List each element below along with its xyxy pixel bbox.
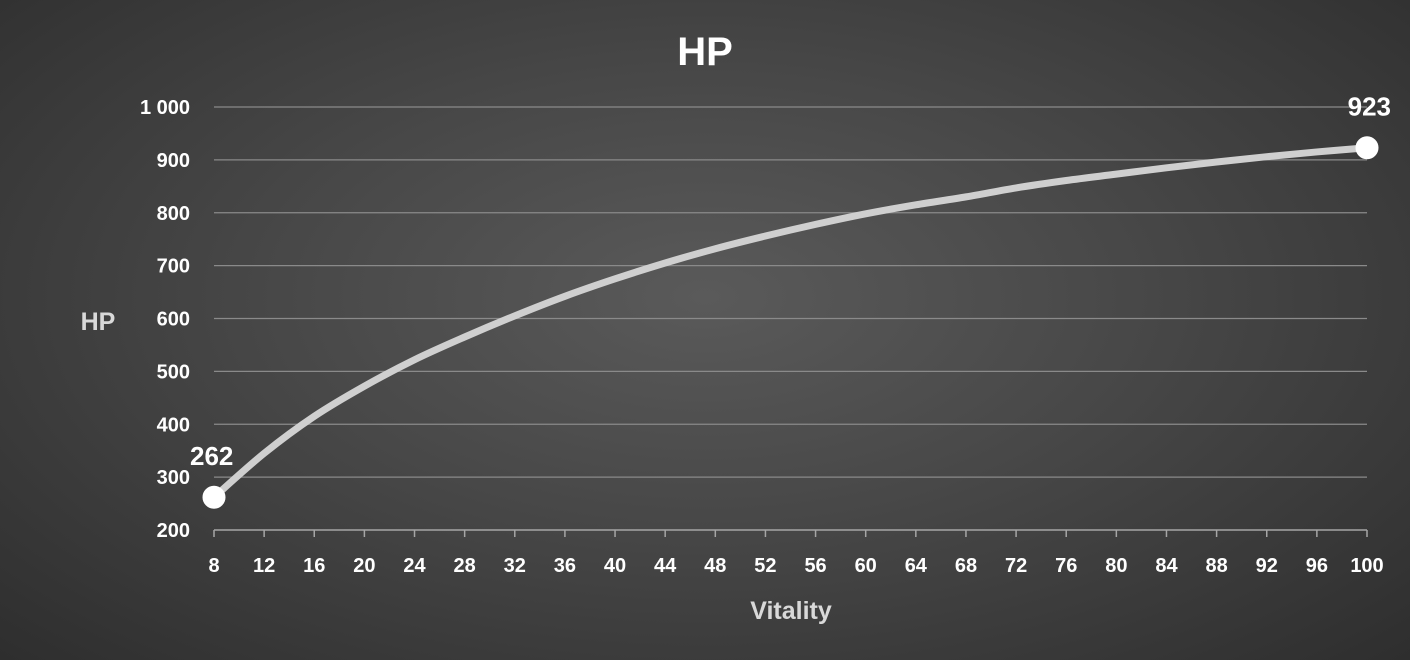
x-tick-label: 28 — [454, 555, 476, 577]
x-tick-label: 12 — [253, 555, 275, 577]
x-tick-label: 40 — [604, 555, 626, 577]
x-axis-title: Vitality — [750, 597, 832, 625]
data-labels: 262 923 — [190, 92, 1391, 509]
x-tick-label: 52 — [754, 555, 776, 577]
y-axis-title: HP — [81, 308, 116, 336]
data-label: 262 — [190, 441, 233, 471]
data-label: 923 — [1348, 92, 1391, 122]
data-point-marker — [202, 485, 226, 509]
x-tick-label: 68 — [955, 555, 977, 577]
x-tick-label: 36 — [554, 555, 576, 577]
x-tick-label: 24 — [403, 555, 426, 577]
x-tick-label: 60 — [855, 555, 877, 577]
x-tick-label: 32 — [504, 555, 526, 577]
x-tick-label: 100 — [1350, 555, 1383, 577]
x-tick-label: 72 — [1005, 555, 1027, 577]
gridlines — [214, 106, 1367, 478]
x-tick-label: 88 — [1205, 555, 1227, 577]
x-tick-label: 56 — [804, 555, 826, 577]
y-axis-ticks: 200 300 400 500 600 700 800 900 1 000 — [140, 97, 190, 542]
x-tick-label: 80 — [1105, 555, 1127, 577]
y-tick-label: 600 — [157, 309, 190, 331]
y-tick-label: 400 — [157, 414, 190, 436]
y-tick-label: 900 — [157, 150, 190, 172]
series-line — [210, 144, 1371, 501]
x-tick-label: 44 — [654, 555, 677, 577]
data-point-marker — [1355, 136, 1379, 160]
y-tick-label: 300 — [157, 467, 190, 489]
chart-title: HP — [677, 30, 733, 74]
y-tick-label: 800 — [157, 203, 190, 225]
x-tick-label: 96 — [1306, 555, 1328, 577]
x-tick-label: 48 — [704, 555, 726, 577]
y-tick-label: 700 — [157, 256, 190, 278]
x-tick-label: 92 — [1256, 555, 1278, 577]
x-tick-label: 16 — [303, 555, 325, 577]
x-tick-label: 20 — [353, 555, 375, 577]
y-tick-label: 500 — [157, 361, 190, 383]
y-tick-label: 200 — [157, 520, 190, 542]
x-tick-label: 84 — [1155, 555, 1178, 577]
x-tick-label: 64 — [905, 555, 928, 577]
x-axis-ticks: 8 12 16 20 24 28 32 36 40 44 48 52 56 60 64 68 72 76 80 84 8… — [208, 530, 1384, 577]
x-tick-label: 8 — [208, 555, 219, 577]
x-tick-label: 76 — [1055, 555, 1077, 577]
y-tick-label: 1 000 — [140, 97, 190, 119]
series-group — [210, 144, 1371, 501]
